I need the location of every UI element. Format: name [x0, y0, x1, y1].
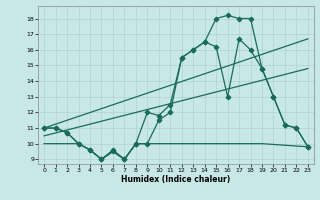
X-axis label: Humidex (Indice chaleur): Humidex (Indice chaleur) — [121, 175, 231, 184]
